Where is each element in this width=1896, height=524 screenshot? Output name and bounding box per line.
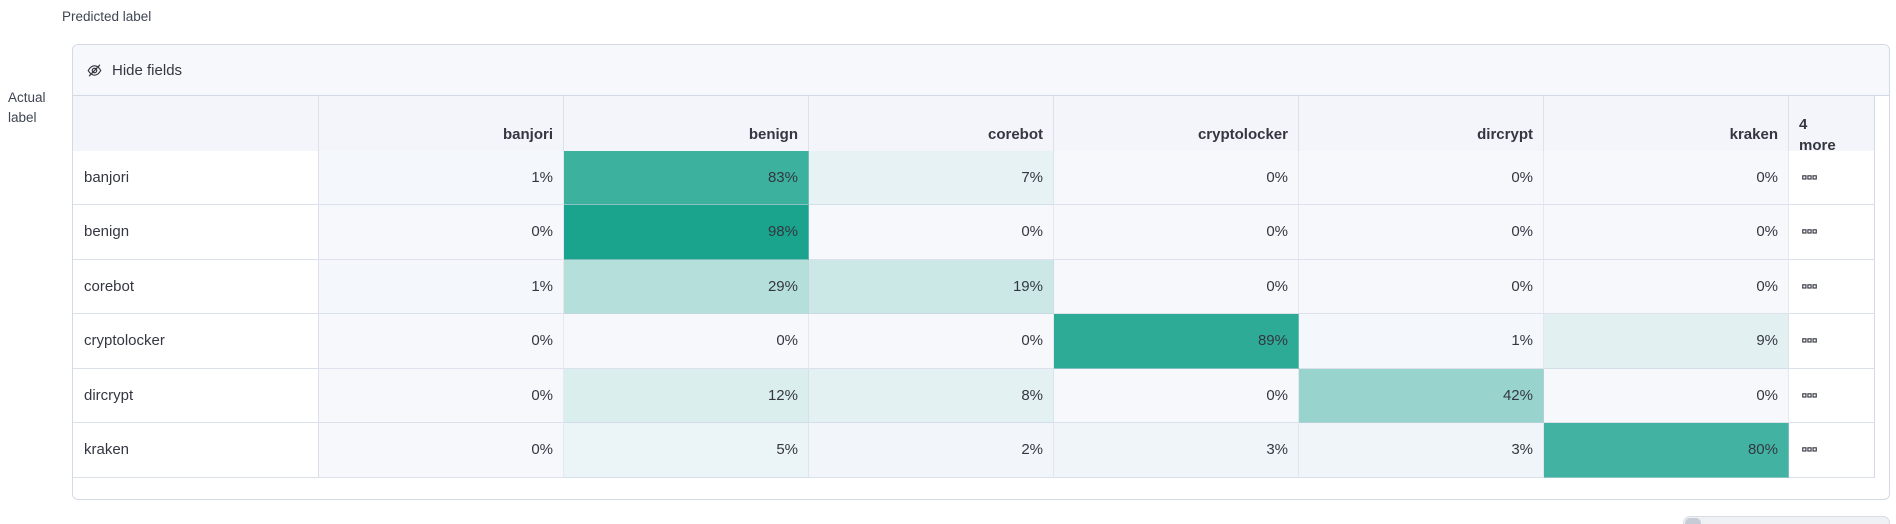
row-label-kraken: kraken bbox=[73, 423, 319, 478]
predicted-axis-label: Predicted label bbox=[62, 9, 152, 24]
confusion-matrix-grid: banjori benign corebot cryptolocker dircrypt… bbox=[73, 96, 1889, 478]
more-cell-banjori bbox=[1789, 150, 1875, 205]
cell-benign-kraken: 0% bbox=[1544, 205, 1789, 260]
row-label-banjori: banjori bbox=[73, 150, 319, 205]
cell-cryptolocker-cryptolocker: 89% bbox=[1054, 314, 1299, 369]
cell-kraken-banjori: 0% bbox=[319, 423, 564, 478]
cell-dircrypt-corebot: 8% bbox=[809, 368, 1054, 423]
cell-cryptolocker-dircrypt: 1% bbox=[1299, 314, 1544, 369]
cell-banjori-dircrypt: 0% bbox=[1299, 150, 1544, 205]
cell-cryptolocker-benign: 0% bbox=[564, 314, 809, 369]
boxes-horizontal-icon[interactable] bbox=[1800, 168, 1819, 187]
cell-cryptolocker-banjori: 0% bbox=[319, 314, 564, 369]
boxes-horizontal-icon[interactable] bbox=[1800, 440, 1819, 459]
more-cell-corebot bbox=[1789, 259, 1875, 314]
cell-dircrypt-dircrypt: 42% bbox=[1299, 368, 1544, 423]
cell-corebot-kraken: 0% bbox=[1544, 259, 1789, 314]
horizontal-scrollbar[interactable] bbox=[1683, 516, 1890, 524]
cell-corebot-corebot: 19% bbox=[809, 259, 1054, 314]
cell-kraken-kraken: 80% bbox=[1544, 423, 1789, 478]
hide-fields-button[interactable]: Hide fields bbox=[73, 45, 1889, 96]
cell-kraken-cryptolocker: 3% bbox=[1054, 423, 1299, 478]
cell-dircrypt-kraken: 0% bbox=[1544, 368, 1789, 423]
row-label-dircrypt: dircrypt bbox=[73, 368, 319, 423]
cell-corebot-banjori: 1% bbox=[319, 259, 564, 314]
cell-banjori-kraken: 0% bbox=[1544, 150, 1789, 205]
cell-dircrypt-cryptolocker: 0% bbox=[1054, 368, 1299, 423]
cell-kraken-dircrypt: 3% bbox=[1299, 423, 1544, 478]
cell-benign-cryptolocker: 0% bbox=[1054, 205, 1299, 260]
actual-axis-label: Actual label bbox=[8, 90, 46, 125]
cell-kraken-corebot: 2% bbox=[809, 423, 1054, 478]
row-label-corebot: corebot bbox=[73, 259, 319, 314]
cell-kraken-benign: 5% bbox=[564, 423, 809, 478]
row-label-benign: benign bbox=[73, 205, 319, 260]
cell-banjori-cryptolocker: 0% bbox=[1054, 150, 1299, 205]
cell-cryptolocker-corebot: 0% bbox=[809, 314, 1054, 369]
boxes-horizontal-icon[interactable] bbox=[1800, 222, 1819, 241]
more-cell-benign bbox=[1789, 205, 1875, 260]
eye-closed-icon bbox=[86, 62, 103, 79]
row-label-cryptolocker: cryptolocker bbox=[73, 314, 319, 369]
cell-dircrypt-benign: 12% bbox=[564, 368, 809, 423]
cell-corebot-dircrypt: 0% bbox=[1299, 259, 1544, 314]
cell-cryptolocker-kraken: 9% bbox=[1544, 314, 1789, 369]
more-cell-kraken bbox=[1789, 423, 1875, 478]
cell-benign-corebot: 0% bbox=[809, 205, 1054, 260]
cell-benign-dircrypt: 0% bbox=[1299, 205, 1544, 260]
more-cell-dircrypt bbox=[1789, 368, 1875, 423]
cell-benign-benign: 98% bbox=[564, 205, 809, 260]
confusion-matrix-panel: Hide fields banjori benign corebot cryptolo… bbox=[72, 44, 1890, 500]
boxes-horizontal-icon[interactable] bbox=[1800, 386, 1819, 405]
boxes-horizontal-icon[interactable] bbox=[1800, 331, 1819, 350]
cell-banjori-banjori: 1% bbox=[319, 150, 564, 205]
cell-corebot-benign: 29% bbox=[564, 259, 809, 314]
cell-dircrypt-banjori: 0% bbox=[319, 368, 564, 423]
hide-fields-label: Hide fields bbox=[112, 61, 183, 79]
cell-banjori-corebot: 7% bbox=[809, 150, 1054, 205]
more-cell-cryptolocker bbox=[1789, 314, 1875, 369]
scrollbar-thumb[interactable] bbox=[1685, 518, 1701, 524]
cell-benign-banjori: 0% bbox=[319, 205, 564, 260]
cell-corebot-cryptolocker: 0% bbox=[1054, 259, 1299, 314]
boxes-horizontal-icon[interactable] bbox=[1800, 277, 1819, 296]
cell-banjori-benign: 83% bbox=[564, 150, 809, 205]
